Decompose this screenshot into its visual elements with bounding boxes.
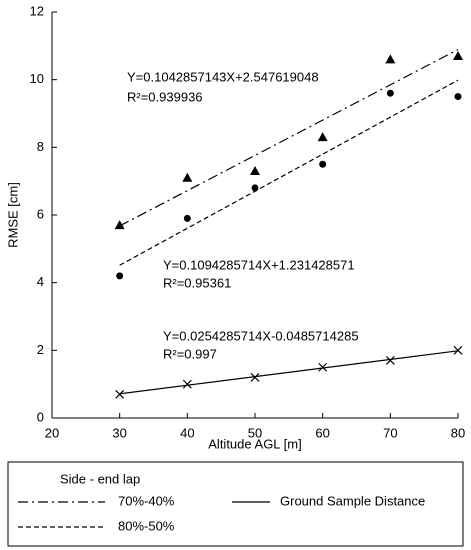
x-tick-label: 40 (180, 425, 194, 440)
x-tick-label: 30 (112, 425, 126, 440)
point (318, 362, 328, 372)
y-tick-label: 0 (37, 409, 44, 424)
y-tick-label: 6 (37, 206, 44, 221)
r-squared: R²=0.997 (163, 346, 217, 361)
legend-label: 70%-40% (118, 493, 175, 508)
r-squared: R²=0.939936 (127, 89, 203, 104)
x-tick-label: 20 (45, 425, 59, 440)
point (114, 220, 125, 230)
point (182, 172, 193, 182)
point (453, 50, 463, 60)
x-axis-label: Altitude AGL [m] (208, 436, 301, 451)
point (115, 389, 125, 399)
point (317, 132, 328, 142)
y-tick-label: 8 (37, 139, 44, 154)
point (182, 379, 192, 389)
equation: Y=0.0254285714X-0.0485714285 (163, 328, 359, 343)
point (454, 93, 462, 101)
point (250, 166, 260, 176)
trend-line (119, 350, 459, 395)
x-tick-label: 60 (315, 425, 329, 440)
legend-box (7, 461, 464, 547)
x-tick-label: 70 (383, 425, 397, 440)
legend-title: Side - end lap (60, 471, 140, 486)
y-tick-label: 12 (30, 3, 44, 18)
point (251, 184, 259, 192)
y-tick-label: 4 (37, 274, 44, 289)
equation: Y=0.1094285714X+1.231428571 (163, 257, 355, 272)
equation: Y=0.1042857143X+2.547619048 (127, 69, 319, 84)
x-tick-label: 80 (451, 425, 465, 440)
point (319, 160, 327, 168)
point (183, 214, 191, 222)
y-tick-label: 10 (30, 71, 44, 86)
trend-line (119, 49, 459, 227)
point (386, 89, 394, 97)
r-squared: R²=0.95361 (163, 275, 231, 290)
legend-label: Ground Sample Distance (280, 493, 425, 508)
point (453, 345, 463, 355)
point (385, 54, 396, 64)
point (385, 356, 395, 365)
point (116, 272, 124, 280)
y-tick-label: 2 (37, 342, 44, 357)
legend-label: 80%-50% (118, 518, 175, 533)
trend-line (119, 79, 459, 266)
y-axis-label: RMSE [cm] (5, 182, 20, 248)
x-tick-label: 50 (248, 425, 262, 440)
point (250, 372, 260, 382)
